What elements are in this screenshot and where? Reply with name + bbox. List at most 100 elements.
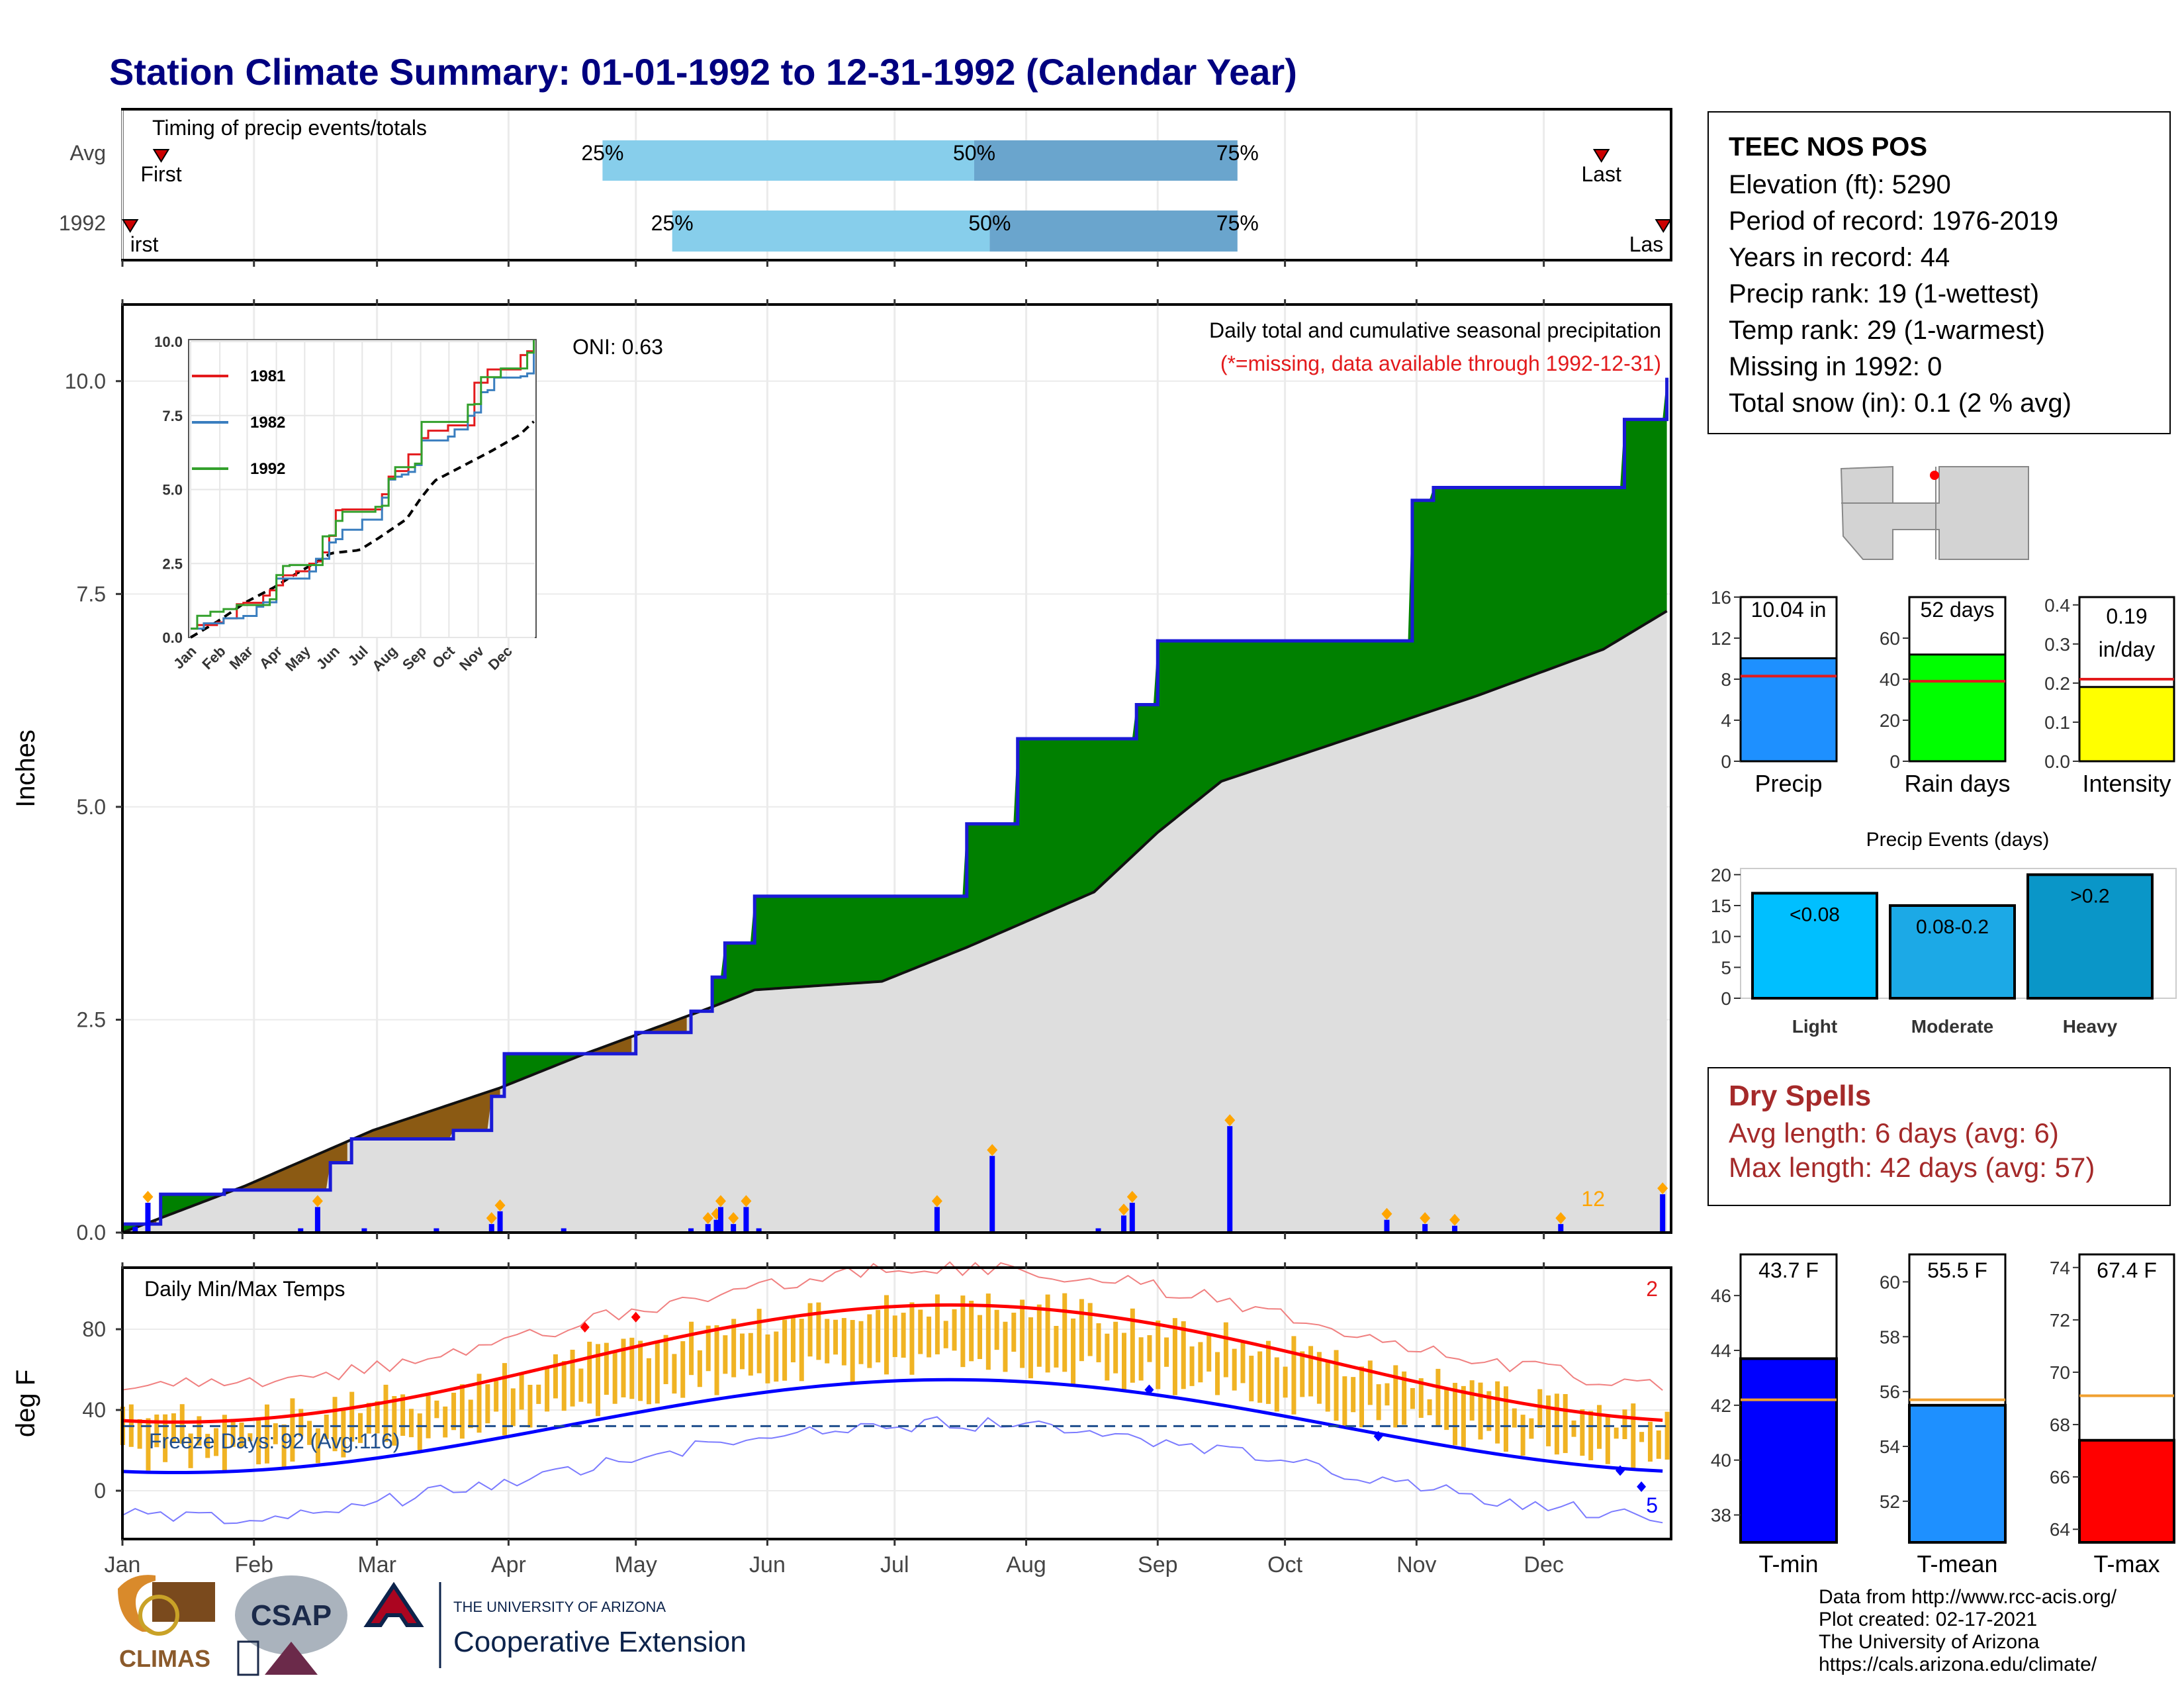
record-marker <box>1144 1384 1154 1395</box>
daily-temp-bar <box>298 1409 304 1436</box>
daily-precip-bar <box>1227 1126 1233 1233</box>
daily-precip-bar <box>497 1211 503 1233</box>
month-label: May <box>615 1552 657 1577</box>
temp-summary-tick-label: 38 <box>1711 1505 1731 1526</box>
page-title: Station Climate Summary: 01-01-1992 to 1… <box>109 51 1297 93</box>
events-tick-label: 10 <box>1711 927 1731 947</box>
daily-temp-bar <box>179 1404 185 1444</box>
inset-series-line <box>191 340 535 630</box>
daily-temp-bar <box>994 1309 999 1350</box>
inset-legend-label: 1982 <box>250 414 285 432</box>
summary-bars: 0 4 8 12 16 10.04 in Precip 0 20 40 60 52 days Rain … <box>1711 587 2175 797</box>
daily-temp-bar <box>1130 1308 1135 1383</box>
climas-logo: CLIMAS <box>118 1575 215 1672</box>
daily-precip-bar <box>705 1224 711 1233</box>
daily-temp-bar <box>1529 1418 1534 1439</box>
temp-summary-value: 67.4 F <box>2097 1258 2157 1282</box>
daily-temp-bar <box>1410 1387 1415 1409</box>
rain-days-label: Rain days <box>1904 770 2010 797</box>
daily-temp-bar <box>1274 1357 1279 1412</box>
daily-temp-bar <box>672 1354 677 1394</box>
intensity-unit: in/day <box>2099 637 2155 661</box>
record-marker <box>631 1311 641 1323</box>
record-low-line <box>122 1416 1663 1524</box>
daily-temp-bar <box>1071 1318 1076 1385</box>
inset-series-line <box>191 340 535 630</box>
daily-temp-bar <box>1181 1321 1186 1389</box>
daily-temp-bar <box>841 1318 846 1366</box>
daily-temp-bar <box>1546 1395 1551 1446</box>
daily-temp-bar <box>375 1401 380 1434</box>
daily-temp-bar <box>341 1409 346 1458</box>
events-bar <box>2026 873 2154 1000</box>
daily-temp-bar <box>510 1388 516 1427</box>
station-info-box: TEEC NOS POS Elevation (ft): 5290 Period… <box>1707 111 2171 434</box>
daily-temp-bar <box>697 1350 702 1387</box>
daily-temp-bar <box>756 1309 762 1374</box>
record-marker <box>580 1321 590 1333</box>
events-bar-label: 0.08-0.2 <box>1916 916 1989 938</box>
events-bar <box>1751 892 1878 1000</box>
daily-precip-marker <box>312 1195 323 1207</box>
rain-days-bar <box>1908 653 2007 763</box>
daily-temp-bar <box>604 1342 609 1395</box>
daily-temp-bar <box>281 1424 287 1468</box>
daily-temp-bar <box>1622 1409 1627 1440</box>
surplus-area <box>712 377 1667 1008</box>
daily-temp-bar <box>985 1293 991 1370</box>
daily-temp-bar <box>1257 1351 1263 1403</box>
average-max-line <box>122 1303 1663 1424</box>
first-label: First <box>140 162 181 186</box>
daily-precip-marker <box>1555 1212 1567 1225</box>
daily-temp-bar <box>146 1418 151 1471</box>
daily-temp-bar <box>459 1384 465 1439</box>
daily-precip-marker <box>987 1144 998 1156</box>
daily-temp-bar <box>536 1384 541 1404</box>
timing-p25-label: 25% <box>651 211 694 235</box>
daily-temp-bar <box>1376 1384 1381 1421</box>
temp-ytick-label: 40 <box>82 1398 106 1422</box>
timing-p25-label: 25% <box>581 141 623 165</box>
daily-precip-bar <box>731 1224 737 1233</box>
inset-series-line <box>191 340 535 630</box>
daily-precip-marker <box>1449 1213 1461 1226</box>
daily-temp-bar <box>587 1341 592 1404</box>
daily-temp-bar <box>1113 1321 1118 1374</box>
mini-tick-label: 60 <box>1880 628 1900 649</box>
first-label: irst <box>130 232 159 256</box>
csap-logo: CSAP <box>235 1575 347 1676</box>
temp-summary-tick-label: 70 <box>2050 1362 2070 1383</box>
daily-precip-marker <box>741 1195 752 1207</box>
daily-temp-bar <box>1503 1386 1508 1452</box>
daily-temp-bar <box>417 1413 422 1451</box>
daily-temp-bar <box>1418 1378 1424 1418</box>
daily-temp-bar <box>494 1380 499 1412</box>
daily-temp-bar <box>188 1433 193 1468</box>
temp-ytick-label: 0 <box>94 1479 106 1503</box>
credits: Data from http://www.rcc-acis.org/ Plot … <box>1819 1586 2116 1676</box>
daily-precip-bar <box>132 1226 138 1233</box>
daily-temp-bar <box>256 1419 261 1465</box>
daily-precip-bar <box>1129 1202 1135 1233</box>
events-category-label: Moderate <box>1911 1016 1993 1037</box>
intensity-label: Intensity <box>2082 770 2171 797</box>
temp-summary-label: T-min <box>1759 1550 1819 1577</box>
daily-temp-bar <box>434 1400 439 1419</box>
daily-temp-bar <box>1189 1346 1195 1386</box>
daily-temp-bar <box>1537 1389 1543 1428</box>
timing-bar-early <box>672 211 990 252</box>
daily-temp-bar <box>1240 1342 1246 1383</box>
temp-lo-count: 5 <box>1646 1493 1658 1517</box>
precip-count-label: 12 <box>1581 1187 1605 1211</box>
daily-temp-bar <box>137 1419 142 1449</box>
station-info-row: Temp rank: 29 (1-warmest) <box>1729 316 2045 345</box>
temp-summary-tick-label: 46 <box>1711 1286 1731 1306</box>
inset-ytick-label: 5.0 <box>162 482 183 498</box>
daily-temp-bar <box>714 1325 719 1395</box>
daily-temp-bar <box>248 1433 253 1442</box>
daily-temp-bar <box>197 1416 202 1446</box>
events-tick-label: 20 <box>1711 865 1731 885</box>
mini-tick-label: 12 <box>1711 628 1731 649</box>
daily-precip-bar <box>989 1156 995 1233</box>
